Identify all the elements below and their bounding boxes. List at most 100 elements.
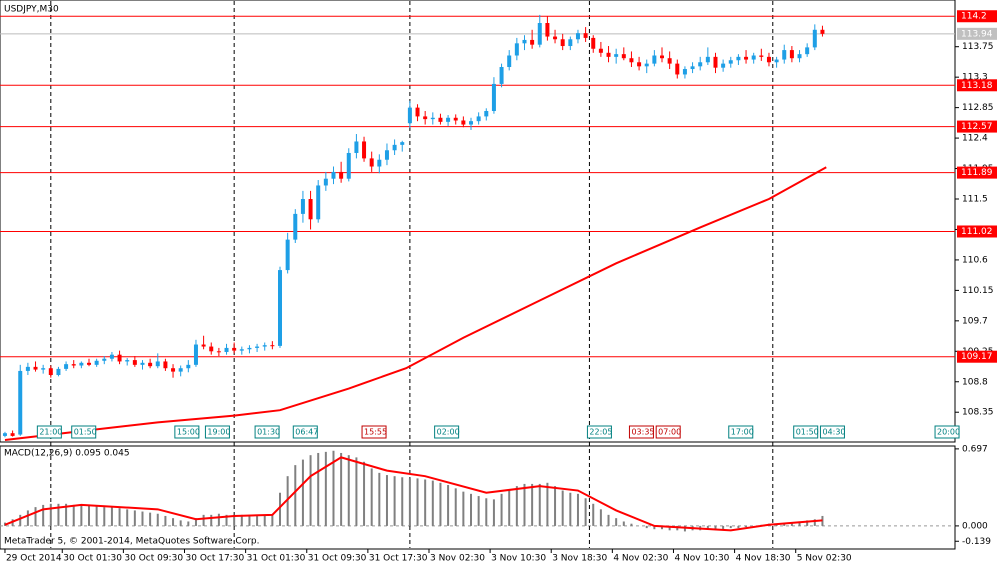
event-label: 15:55 bbox=[364, 428, 387, 437]
macd-bar bbox=[332, 450, 335, 526]
macd-bar bbox=[95, 506, 98, 526]
candle-body bbox=[308, 199, 313, 220]
level-tag bbox=[957, 79, 997, 92]
macd-bar bbox=[187, 521, 190, 526]
macd-bar bbox=[317, 452, 320, 526]
candle-body bbox=[346, 152, 351, 179]
macd-y-tick-label: 0.697 bbox=[962, 444, 988, 454]
x-tick-label: 30 Oct 09:30 bbox=[124, 554, 183, 564]
event-box bbox=[361, 425, 387, 439]
macd-bar bbox=[737, 525, 740, 529]
macd-bar bbox=[110, 507, 113, 526]
candle-body bbox=[94, 360, 99, 365]
candle-body bbox=[171, 368, 176, 372]
candle-body bbox=[499, 67, 504, 84]
candle-body bbox=[591, 37, 596, 49]
candle-body bbox=[369, 158, 374, 167]
candle-body bbox=[316, 185, 321, 220]
candle-body bbox=[10, 433, 15, 436]
candle-body bbox=[239, 349, 244, 351]
candle-body bbox=[530, 39, 535, 45]
macd-bar bbox=[783, 523, 786, 526]
candle-body bbox=[522, 39, 527, 44]
level-tag bbox=[957, 10, 997, 23]
candle-body bbox=[354, 141, 359, 153]
event-label: 02:00 bbox=[437, 428, 460, 437]
macd-bar bbox=[622, 521, 625, 526]
macd-bar bbox=[363, 461, 366, 526]
x-tick-label: 4 Nov 18:30 bbox=[736, 554, 791, 564]
candle-body bbox=[789, 50, 794, 59]
x-tick-label: 31 Oct 09:30 bbox=[308, 554, 367, 564]
macd-bar bbox=[210, 514, 213, 526]
macd-bar bbox=[531, 483, 534, 526]
candle-body bbox=[255, 346, 260, 348]
event-box bbox=[71, 425, 97, 439]
candle-body bbox=[25, 366, 30, 371]
macd-bar bbox=[508, 489, 511, 526]
macd-bar bbox=[202, 514, 205, 526]
macd-bar bbox=[248, 514, 251, 526]
y-tick-label: 113.75 bbox=[962, 42, 994, 52]
candle-body bbox=[728, 60, 733, 64]
macd-bar bbox=[393, 476, 396, 526]
candle-body bbox=[415, 107, 420, 117]
candle-body bbox=[598, 48, 603, 53]
macd-label: MACD(12,26,9) 0.095 0.045 bbox=[4, 449, 130, 459]
macd-bar bbox=[355, 457, 358, 526]
event-box bbox=[586, 425, 612, 439]
macd-bar bbox=[271, 514, 274, 526]
macd-bar bbox=[179, 520, 182, 526]
event-label: 21:00 bbox=[39, 428, 62, 437]
event-box bbox=[434, 425, 460, 439]
macd-bar bbox=[172, 518, 175, 526]
macd-bar bbox=[217, 513, 220, 526]
candle-body bbox=[132, 360, 137, 365]
candle-body bbox=[644, 63, 649, 67]
level-label: 113.18 bbox=[961, 81, 993, 91]
macd-bar bbox=[378, 472, 381, 526]
event-box bbox=[292, 425, 318, 439]
x-tick-label: 31 Oct 17:30 bbox=[369, 554, 428, 564]
macd-bar bbox=[615, 518, 618, 526]
candle-body bbox=[606, 52, 611, 57]
macd-bar bbox=[576, 493, 579, 526]
macd-bar bbox=[57, 503, 60, 526]
macd-bar bbox=[668, 525, 671, 531]
candle-body bbox=[453, 117, 458, 121]
candle-body bbox=[713, 56, 718, 68]
event-box bbox=[174, 425, 200, 439]
event-label: 01:50 bbox=[74, 428, 97, 437]
event-box bbox=[793, 425, 819, 439]
macd-bar bbox=[385, 475, 388, 526]
macd-bar bbox=[194, 518, 197, 526]
candle-body bbox=[209, 346, 214, 352]
level-label: 111.89 bbox=[961, 168, 993, 178]
macd-bar bbox=[599, 509, 602, 526]
candle-body bbox=[820, 29, 825, 34]
event-box bbox=[728, 425, 754, 439]
candle-body bbox=[193, 344, 198, 365]
candle-body bbox=[323, 178, 328, 186]
macd-bar bbox=[133, 510, 136, 526]
candle-body bbox=[109, 354, 114, 359]
candle-body bbox=[339, 171, 344, 179]
candle-body bbox=[698, 62, 703, 67]
x-tick-label: 4 Nov 02:30 bbox=[613, 554, 668, 564]
y-tick-label: 113.3 bbox=[962, 73, 988, 83]
candle-body bbox=[812, 29, 817, 48]
candle-body bbox=[300, 199, 305, 214]
candle-body bbox=[224, 347, 229, 352]
candle-body bbox=[33, 366, 38, 370]
macd-bar bbox=[515, 486, 518, 526]
candle-body bbox=[774, 59, 779, 63]
x-tick-label: 5 Nov 02:30 bbox=[797, 554, 852, 564]
macd-bar bbox=[118, 508, 121, 526]
candle-body bbox=[652, 55, 657, 64]
y-tick-label: 108.8 bbox=[962, 377, 988, 387]
event-box bbox=[819, 425, 845, 439]
candle-body bbox=[782, 50, 787, 60]
x-tick-label: 30 Oct 17:30 bbox=[186, 554, 245, 564]
macd-bar bbox=[447, 485, 450, 526]
